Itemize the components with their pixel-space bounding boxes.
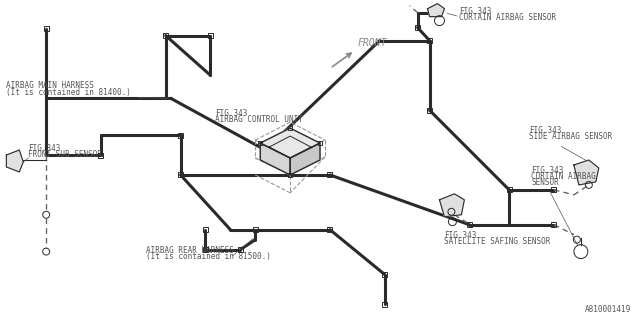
Text: SIDE AIRBAG SENSOR: SIDE AIRBAG SENSOR [529, 132, 612, 141]
Text: SATELLITE SAFING SENSOR: SATELLITE SAFING SENSOR [444, 236, 551, 246]
Text: AIRBAG REAR HARNESS: AIRBAG REAR HARNESS [146, 245, 234, 255]
Text: SENSOR: SENSOR [531, 178, 559, 187]
Text: A810001419: A810001419 [584, 305, 630, 314]
Text: (It is contained in 81400.): (It is contained in 81400.) [6, 88, 131, 97]
Text: FIG.343: FIG.343 [28, 144, 61, 153]
Text: FRONT SUB SENSOR: FRONT SUB SENSOR [28, 150, 102, 159]
Text: (It is contained in 81500.): (It is contained in 81500.) [146, 252, 271, 260]
Polygon shape [260, 143, 290, 175]
Polygon shape [440, 194, 465, 217]
Text: FIG.343: FIG.343 [444, 231, 477, 240]
Polygon shape [6, 150, 23, 172]
Polygon shape [574, 160, 599, 185]
Polygon shape [428, 4, 444, 17]
Text: CURTAIN AIRBAG: CURTAIN AIRBAG [531, 172, 596, 181]
Text: AIRBAG CONTROL UNIT: AIRBAG CONTROL UNIT [216, 115, 303, 124]
Text: FIG.343: FIG.343 [529, 126, 561, 135]
Text: FRONT: FRONT [358, 38, 387, 49]
Polygon shape [260, 128, 320, 158]
Text: FIG.343: FIG.343 [531, 166, 563, 175]
Text: FIG.343: FIG.343 [460, 7, 492, 16]
Text: CURTAIN AIRBAG SENSOR: CURTAIN AIRBAG SENSOR [460, 12, 557, 22]
Text: FIG.343: FIG.343 [216, 109, 248, 118]
Polygon shape [290, 143, 320, 175]
Text: AIRBAG MAIN HARNESS: AIRBAG MAIN HARNESS [6, 81, 94, 90]
